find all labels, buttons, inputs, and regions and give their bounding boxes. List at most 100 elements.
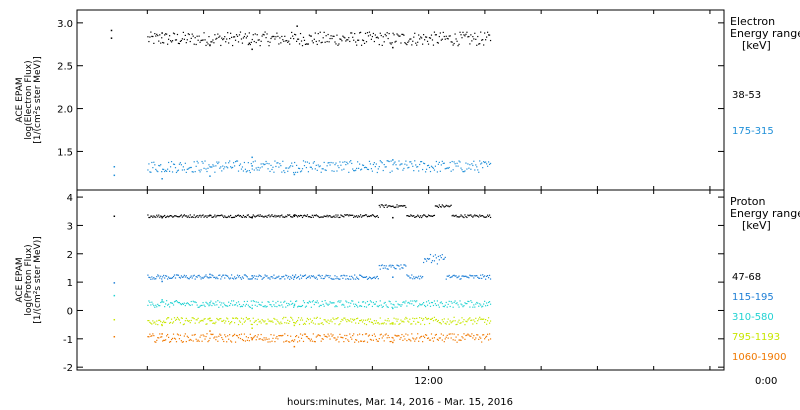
data-point xyxy=(184,162,186,164)
data-point xyxy=(415,42,417,44)
data-point xyxy=(234,160,237,163)
data-point xyxy=(161,301,163,303)
data-point xyxy=(480,215,482,217)
data-point xyxy=(449,305,451,308)
data-point xyxy=(420,215,422,217)
data-point xyxy=(450,276,452,278)
data-point xyxy=(251,165,253,167)
data-point xyxy=(378,264,380,267)
data-point xyxy=(148,276,150,278)
data-point xyxy=(307,276,310,278)
data-point xyxy=(294,33,296,36)
data-point xyxy=(423,301,425,304)
data-point xyxy=(485,305,487,307)
data-point xyxy=(281,304,283,306)
data-point xyxy=(158,337,160,339)
data-point xyxy=(461,275,463,277)
data-point xyxy=(316,335,318,337)
data-point xyxy=(387,306,389,308)
data-point xyxy=(489,162,492,165)
data-point xyxy=(231,274,233,276)
data-point xyxy=(262,320,264,322)
data-point xyxy=(167,168,169,170)
data-point xyxy=(397,168,399,170)
data-point xyxy=(382,267,384,269)
data-point xyxy=(424,316,427,319)
data-point xyxy=(195,338,197,340)
data-point xyxy=(372,214,374,216)
data-point xyxy=(257,39,259,41)
data-point xyxy=(444,338,446,340)
data-point xyxy=(242,37,245,39)
data-point xyxy=(296,216,299,218)
data-point xyxy=(453,316,455,318)
data-point xyxy=(263,276,265,279)
data-point xyxy=(402,339,404,341)
data-point xyxy=(237,301,240,303)
data-point xyxy=(458,275,460,277)
data-point xyxy=(178,276,181,278)
data-point xyxy=(268,163,270,165)
data-point xyxy=(206,276,208,278)
data-point xyxy=(203,318,205,320)
data-point xyxy=(390,340,392,343)
data-point xyxy=(290,216,292,218)
data-point xyxy=(299,214,302,217)
data-point xyxy=(374,34,376,36)
data-point xyxy=(267,318,269,320)
data-point xyxy=(452,339,454,341)
data-point xyxy=(475,337,477,339)
data-point xyxy=(466,168,468,170)
data-point xyxy=(179,40,182,42)
data-point xyxy=(388,32,390,35)
data-point xyxy=(409,215,411,217)
data-point xyxy=(481,39,483,41)
data-point xyxy=(477,334,479,336)
data-point xyxy=(407,275,409,277)
data-point xyxy=(297,215,300,217)
data-point xyxy=(203,167,205,169)
data-point xyxy=(486,36,488,38)
data-point xyxy=(239,214,242,217)
data-point xyxy=(152,35,154,38)
data-point xyxy=(411,303,413,305)
data-point xyxy=(423,336,426,339)
data-point xyxy=(291,303,293,305)
data-point xyxy=(194,216,196,219)
data-point xyxy=(153,42,155,44)
data-point xyxy=(168,336,170,339)
data-point xyxy=(295,321,298,323)
data-point xyxy=(168,341,171,343)
data-point xyxy=(211,274,213,276)
data-point xyxy=(312,275,314,277)
data-point xyxy=(421,161,423,163)
data-point xyxy=(186,168,188,170)
data-point xyxy=(343,304,345,306)
data-point xyxy=(361,215,364,217)
y-axis-label: log(Proton Flux) xyxy=(24,244,34,315)
data-point xyxy=(483,303,485,305)
data-point xyxy=(316,316,318,318)
data-point xyxy=(256,336,258,338)
data-point xyxy=(355,41,357,43)
data-point xyxy=(206,170,208,173)
data-point xyxy=(256,169,258,171)
data-point xyxy=(273,171,275,173)
data-point xyxy=(466,334,468,336)
data-point xyxy=(168,317,170,319)
data-point xyxy=(279,278,281,280)
data-point xyxy=(240,278,243,280)
data-point xyxy=(316,278,318,280)
data-point xyxy=(238,164,241,167)
data-point xyxy=(318,274,320,276)
data-point xyxy=(178,216,181,218)
data-point xyxy=(217,277,219,280)
data-point xyxy=(206,323,208,325)
data-point xyxy=(454,275,456,277)
data-point xyxy=(310,321,312,323)
data-point xyxy=(374,216,376,218)
data-point xyxy=(247,278,249,280)
data-point xyxy=(228,320,230,323)
data-point xyxy=(263,164,265,166)
